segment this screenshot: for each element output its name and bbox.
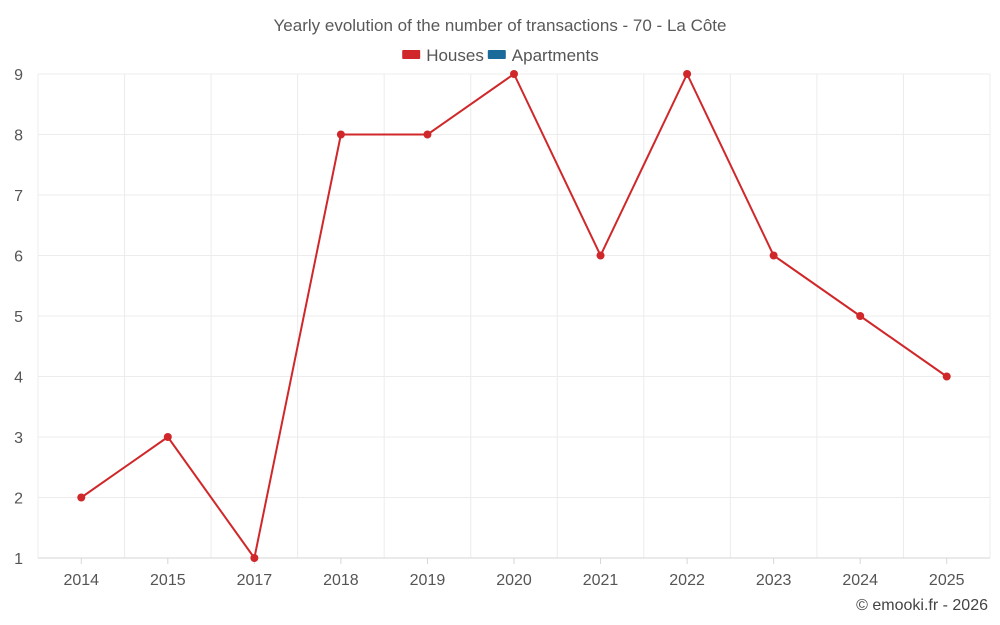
data-point[interactable] xyxy=(856,312,865,320)
credit-text: © emooki.fr - 2026 xyxy=(856,597,988,614)
y-tick-label: 8 xyxy=(14,128,23,145)
legend-label-houses[interactable]: Houses xyxy=(426,46,484,65)
data-point[interactable] xyxy=(336,130,345,139)
legend: Houses Apartments xyxy=(402,46,599,65)
x-tick-label: 2023 xyxy=(756,572,792,589)
x-tick-label: 2019 xyxy=(410,572,446,589)
x-tick-label: 2020 xyxy=(496,572,532,589)
x-axis: 2014 2015 2017 2018 2019 2020 2021 2022 2023 2024… xyxy=(38,557,990,589)
data-point[interactable] xyxy=(769,251,778,260)
legend-label-apartments[interactable]: Apartments xyxy=(512,46,599,65)
data-point[interactable] xyxy=(510,70,518,78)
series-layer xyxy=(77,70,951,562)
x-tick-label: 2017 xyxy=(237,572,273,589)
data-point[interactable] xyxy=(683,70,692,78)
x-tick-label: 2014 xyxy=(63,572,99,589)
legend-swatch-houses[interactable] xyxy=(402,50,421,59)
data-point[interactable] xyxy=(163,433,172,441)
y-tick-label: 4 xyxy=(14,370,23,387)
y-tick-label: 6 xyxy=(14,249,23,266)
x-tick-label: 2024 xyxy=(842,572,878,589)
data-point[interactable] xyxy=(250,554,259,562)
x-tick-label: 2015 xyxy=(150,572,186,589)
y-tick-label: 9 xyxy=(14,67,23,84)
gridlines xyxy=(37,73,991,558)
data-point[interactable] xyxy=(423,130,432,139)
y-tick-label: 7 xyxy=(14,188,23,205)
data-point[interactable] xyxy=(77,493,86,502)
x-tick-label: 2022 xyxy=(669,572,705,589)
chart-title: Yearly evolution of the number of transa… xyxy=(274,16,727,35)
y-axis: 1 2 3 4 5 6 7 8 9 xyxy=(14,67,23,568)
y-tick-label: 1 xyxy=(14,551,23,568)
y-tick-label: 2 xyxy=(14,491,23,508)
x-tick-label: 2018 xyxy=(323,572,359,589)
x-tick-label: 2021 xyxy=(583,572,619,589)
x-tick-label: 2025 xyxy=(929,572,965,589)
y-tick-label: 5 xyxy=(14,309,23,326)
data-point[interactable] xyxy=(942,372,951,381)
legend-swatch-apartments[interactable] xyxy=(487,50,506,59)
y-tick-label: 3 xyxy=(14,430,23,447)
data-point[interactable] xyxy=(596,251,605,260)
